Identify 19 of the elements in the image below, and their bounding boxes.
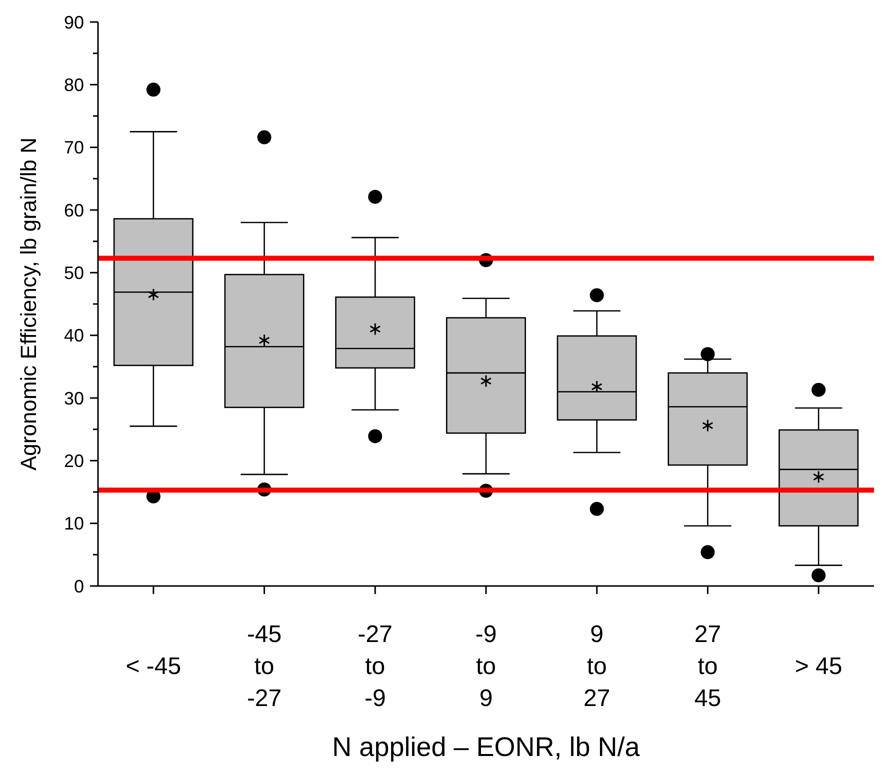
y-axis-title: Agronomic Efficiency, lb grain/lb N: [16, 138, 41, 470]
y-tick-label: 90: [64, 12, 84, 32]
x-axis-title: N applied – EONR, lb N/a: [332, 732, 641, 762]
y-tick-label: 30: [64, 388, 84, 408]
y-tick-label: 20: [64, 450, 84, 471]
y-tick-label: 60: [64, 200, 84, 220]
x-tick-label: 27 to 45: [694, 621, 722, 712]
y-tick-label: 80: [64, 74, 84, 95]
y-tick-label: 70: [64, 138, 84, 158]
y-tick-label: 50: [64, 262, 84, 283]
y-tick-label: 40: [64, 326, 84, 346]
y-tick-label: 0: [74, 576, 84, 596]
x-tick-label: -45 to -27: [246, 621, 282, 712]
x-tick-label: < -45: [126, 653, 182, 680]
y-tick-label: 10: [64, 514, 84, 534]
x-tick-label: -9 to 9: [475, 621, 497, 712]
x-tick-label: > 45: [794, 653, 842, 680]
x-tick-label: -27 to -9: [358, 621, 392, 712]
x-tick-label: 9 to 27: [584, 621, 610, 712]
